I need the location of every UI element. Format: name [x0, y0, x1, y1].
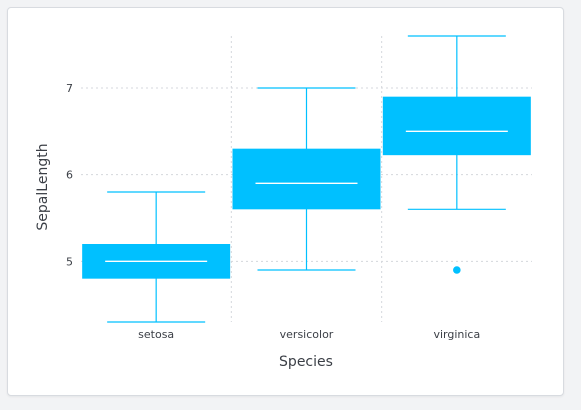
- x-tick-label-setosa: setosa: [138, 328, 174, 341]
- x-axis-title: Species: [279, 354, 333, 370]
- y-tick-label: 5: [66, 255, 73, 268]
- box-virginica: [382, 96, 531, 156]
- y-axis-title: SepalLength: [35, 143, 51, 230]
- box-layer: [82, 35, 531, 323]
- x-tick-label-versicolor: versicolor: [280, 328, 334, 341]
- y-tick-label: 6: [66, 169, 73, 182]
- x-tick-label-virginica: virginica: [433, 328, 480, 341]
- y-tick-label: 7: [66, 82, 73, 95]
- label-layer: 5 6 7 setosa versicolor virginica: [66, 82, 480, 341]
- outlier-point: [453, 266, 461, 274]
- box-versicolor: [232, 148, 381, 210]
